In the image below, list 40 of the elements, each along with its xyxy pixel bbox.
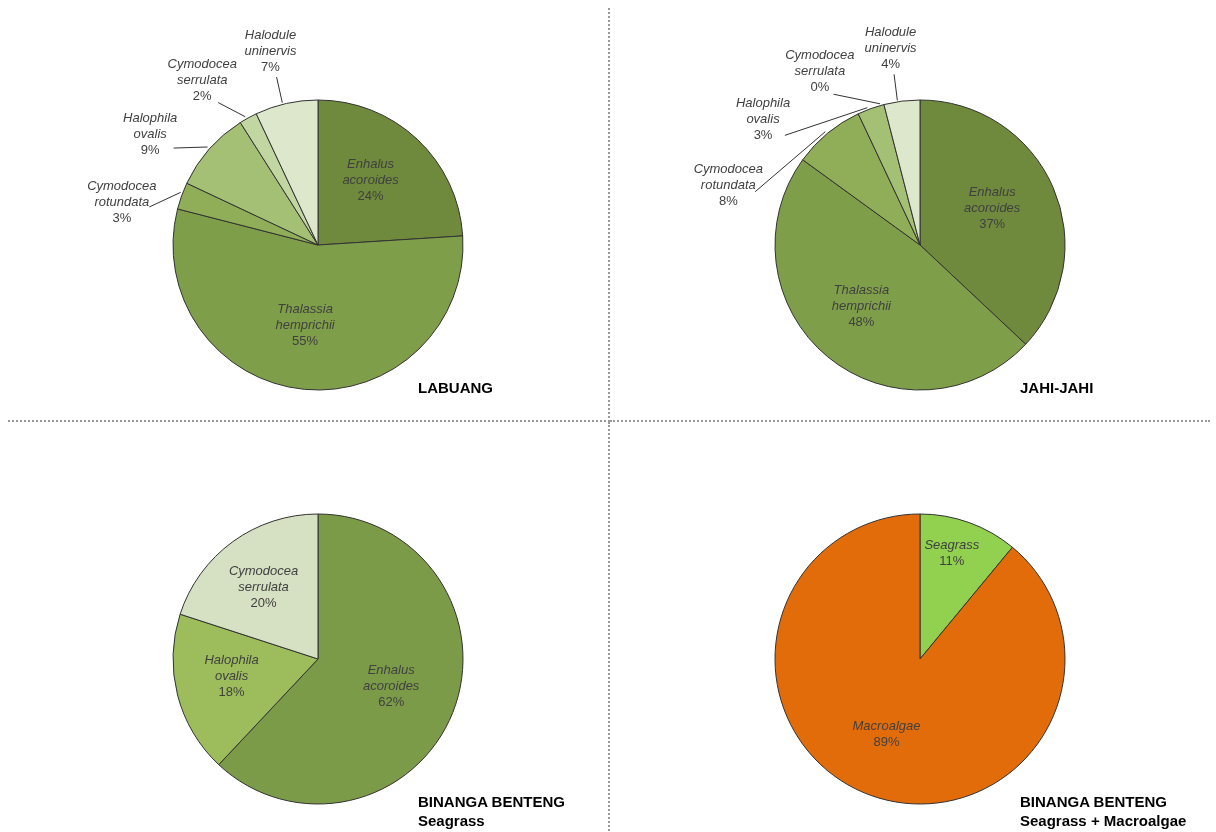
data-label: 89% [873,734,900,750]
slice-label: Halodule uninervis [244,26,297,58]
category-label: Cymodocea serrulata [785,46,855,78]
text: Seagrass [418,812,485,829]
slice-label: Halophila ovalis [204,651,259,683]
data-label: 3% [753,126,773,142]
data-label: 18% [218,683,245,699]
slice-label: Cymodocea serrulata [228,562,299,594]
data-label: 48% [848,313,875,329]
data-label: 20% [250,594,278,610]
text: BINANGA BENTENG [1020,793,1167,810]
text: BINANGA BENTENG [418,793,565,810]
slice-label: Enhalus acoroides [342,155,400,187]
slice-label: Thalassia hemprichii [275,300,336,332]
text: 0% [810,78,830,94]
data-label: 37% [979,215,1006,231]
slice-label: Cymodocea rotundata [87,178,157,210]
data-label: 24% [357,187,385,203]
data-label: 3% [112,210,132,226]
data-label: 9% [140,141,161,157]
text: JAHI-JAHI [1020,379,1094,396]
slice-label: Seagrass [924,536,980,552]
slice-label: Enhalus acoroides [363,661,420,693]
slice-label: Macroalgae [852,718,921,734]
text: Seagrass + Macroalgae [1020,812,1187,829]
data-label: 2% [192,88,213,104]
slice-label: Cymodocea serrulata [167,56,237,88]
data-label: 8% [718,192,739,208]
slice-label: Thalassia hemprichii [831,281,893,313]
data-label: 55% [292,332,319,348]
data-label: 4% [881,55,901,71]
text: LABUANG [418,379,493,396]
slice-label: Halophila ovalis [123,109,178,141]
data-label: 7% [261,58,281,74]
slice-label: Cymodocea rotundata [693,160,764,192]
data-label: 62% [378,693,405,709]
slice-label: Enhalus acoroides [964,183,1021,215]
data-label: 11% [939,552,965,568]
slice-label: Halodule uninervis [864,23,918,55]
slice-label: Halophila ovalis [735,94,791,126]
